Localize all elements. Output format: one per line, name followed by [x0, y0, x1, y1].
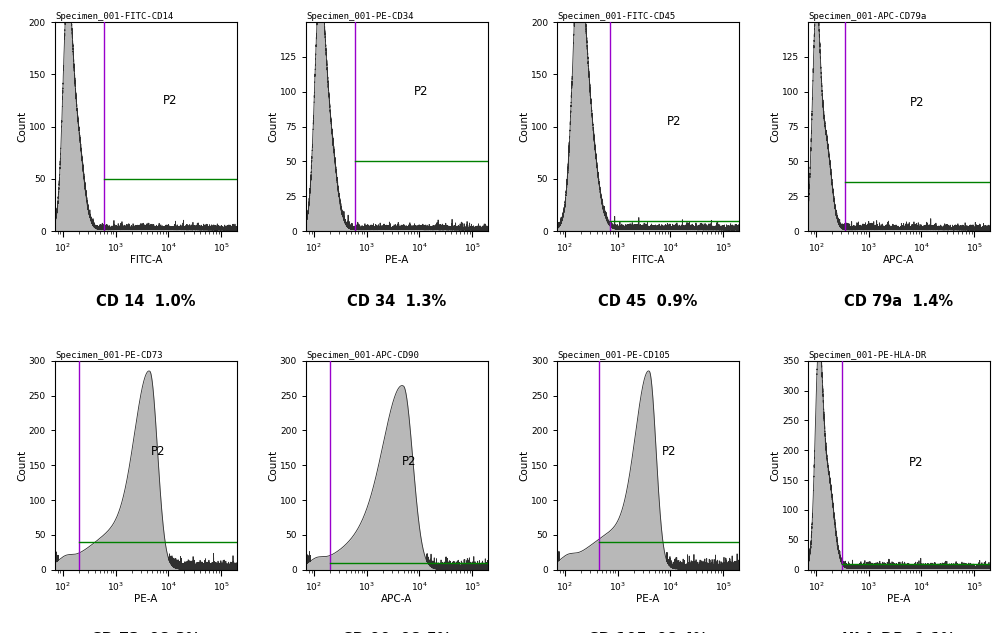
Text: P2: P2 — [163, 94, 178, 107]
Text: P2: P2 — [910, 96, 925, 109]
Text: P2: P2 — [662, 445, 676, 458]
Text: Specimen_001-APC-CD90: Specimen_001-APC-CD90 — [306, 351, 419, 360]
Y-axis label: Count: Count — [17, 449, 27, 481]
Text: P2: P2 — [667, 115, 682, 128]
Text: Specimen_001-FITC-CD45: Specimen_001-FITC-CD45 — [557, 13, 675, 22]
Text: P2: P2 — [402, 455, 416, 468]
Y-axis label: Count: Count — [770, 449, 780, 481]
Text: P2: P2 — [909, 456, 923, 468]
X-axis label: PE-A: PE-A — [385, 255, 409, 265]
Text: Specimen_001-PE-CD73: Specimen_001-PE-CD73 — [55, 351, 162, 360]
Text: P2: P2 — [151, 445, 165, 458]
Text: Specimen_001-PE-CD105: Specimen_001-PE-CD105 — [557, 351, 670, 360]
Text: P2: P2 — [414, 85, 429, 98]
Y-axis label: Count: Count — [519, 111, 529, 142]
Y-axis label: Count: Count — [268, 111, 278, 142]
X-axis label: APC-A: APC-A — [883, 255, 915, 265]
Text: Specimen_001-APC-CD79a: Specimen_001-APC-CD79a — [808, 13, 926, 22]
Text: CD 79a  1.4%: CD 79a 1.4% — [844, 294, 954, 309]
X-axis label: APC-A: APC-A — [381, 594, 413, 604]
Text: Specimen_001-PE-CD34: Specimen_001-PE-CD34 — [306, 13, 414, 22]
Text: Specimen_001-FITC-CD14: Specimen_001-FITC-CD14 — [55, 13, 173, 22]
Text: CD 34  1.3%: CD 34 1.3% — [347, 294, 447, 309]
X-axis label: FITC-A: FITC-A — [632, 255, 664, 265]
Text: CD 45  0.9%: CD 45 0.9% — [598, 294, 698, 309]
X-axis label: PE-A: PE-A — [636, 594, 660, 604]
Y-axis label: Count: Count — [17, 111, 27, 142]
Text: CD 14  1.0%: CD 14 1.0% — [96, 294, 196, 309]
Text: Specimen_001-PE-HLA-DR: Specimen_001-PE-HLA-DR — [808, 351, 926, 360]
Y-axis label: Count: Count — [519, 449, 529, 481]
Y-axis label: Count: Count — [268, 449, 278, 481]
X-axis label: PE-A: PE-A — [887, 594, 911, 604]
X-axis label: FITC-A: FITC-A — [130, 255, 162, 265]
Y-axis label: Count: Count — [770, 111, 780, 142]
X-axis label: PE-A: PE-A — [134, 594, 158, 604]
